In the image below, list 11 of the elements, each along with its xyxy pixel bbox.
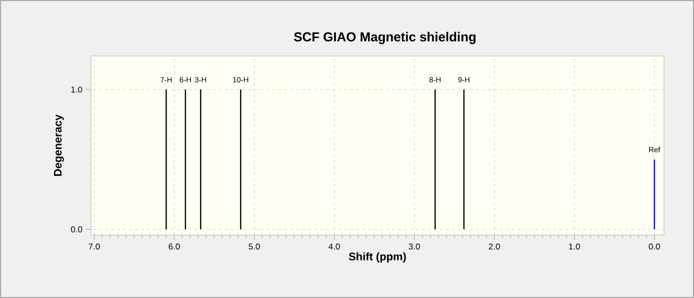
chart-title: SCF GIAO Magnetic shielding xyxy=(294,32,476,44)
x-tick-label: 6.0 xyxy=(168,244,180,250)
x-tick-label: 3.0 xyxy=(408,244,420,250)
x-tick-label: 5.0 xyxy=(248,244,260,250)
x-tick-label: 7.0 xyxy=(88,244,100,250)
x-tick-label: 0.0 xyxy=(648,244,660,250)
x-tick-label: 1.0 xyxy=(569,244,580,250)
x-tick-label: 4.0 xyxy=(328,244,340,250)
x-axis-title: Shift (ppm) xyxy=(348,252,406,263)
x-tick-label: 2.0 xyxy=(488,244,500,250)
y-axis-title: Degeneracy xyxy=(54,114,64,176)
